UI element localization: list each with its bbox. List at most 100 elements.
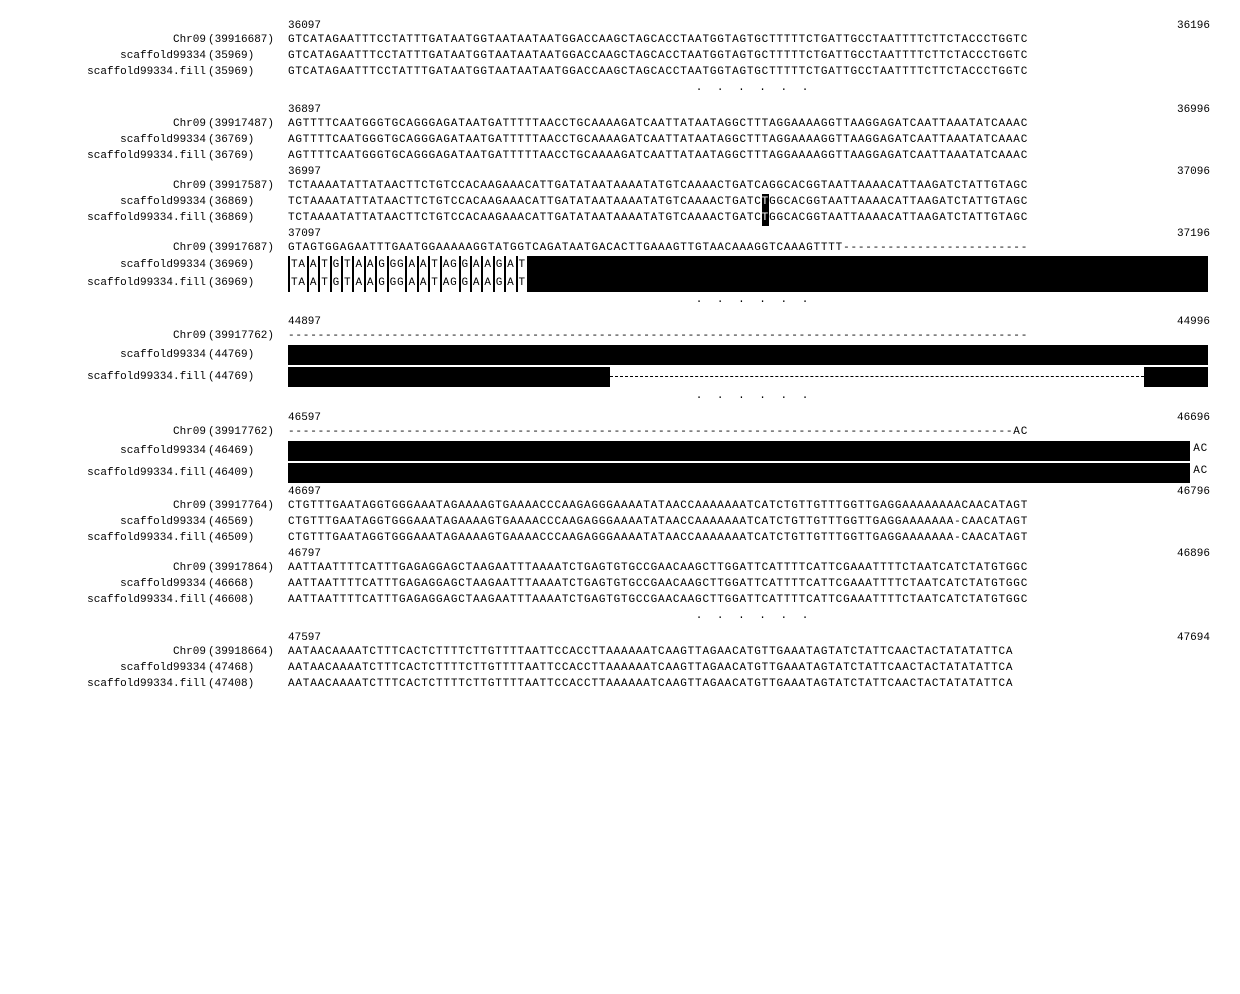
- pos-right: 37096: [344, 166, 1220, 178]
- sequence-text: CTGTTTGAATAGGTGGGAAATAGAAAAGTGAAAACCCAAG…: [288, 498, 1028, 514]
- sequence-text: AATAACAAAATCTTTCACTCTTTTCTTGTTTTAATTCCAC…: [288, 676, 1013, 692]
- track-coord: (39917587): [208, 180, 288, 192]
- sequence-text: CTGTTTGAATAGGTGGGAAATAGAAAAGTGAAAACCCAAG…: [288, 530, 1028, 546]
- seq-suffix: AC: [1193, 443, 1208, 455]
- gap-bar: [288, 345, 1208, 365]
- sequence-row: scaffold99334.fill(36969) TA A T G T A A…: [20, 274, 1220, 292]
- track-label: scaffold99334.fill: [20, 66, 208, 78]
- pos-right: 37196: [344, 228, 1220, 240]
- track-label: scaffold99334.fill: [20, 150, 208, 162]
- position-ruler: 3699737096: [20, 166, 1220, 178]
- pos-left: 46797: [288, 548, 344, 560]
- track-coord: (36969): [208, 259, 288, 271]
- sequence-row: scaffold99334(46668)AATTAATTTTCATTTGAGAG…: [20, 576, 1220, 592]
- track-coord: (39917762): [208, 426, 288, 438]
- track-coord: (39917764): [208, 500, 288, 512]
- track-coord: (46608): [208, 594, 288, 606]
- sequence-text: AATTAATTTTCATTTGAGAGGAGCTAAGAATTTAAAATCT…: [288, 560, 1028, 576]
- pos-left: 36897: [288, 104, 344, 116]
- position-ruler: 3689736996: [20, 104, 1220, 116]
- track-coord: (46469): [208, 445, 288, 457]
- sequence-row: Chr09(39917762)-------------------------…: [20, 328, 1220, 344]
- sequence-text: AGTTTTCAATGGGTGCAGGGAGATAATGATTTTTAACCTG…: [288, 148, 1028, 164]
- track-coord: (46509): [208, 532, 288, 544]
- track-label: Chr09: [20, 562, 208, 574]
- track-label: scaffold99334: [20, 516, 208, 528]
- sequence-row: Chr09(39917762)-------------------------…: [20, 424, 1220, 440]
- track-label: scaffold99334: [20, 50, 208, 62]
- alignment-block: 4669746796Chr09(39917764)CTGTTTGAATAGGTG…: [20, 486, 1220, 546]
- gap-bar: [288, 367, 1208, 387]
- track-label: scaffold99334.fill: [20, 277, 208, 289]
- pos-left: 36997: [288, 166, 344, 178]
- sequence-row: scaffold99334.fill(46409)AC: [20, 462, 1220, 484]
- track-coord: (46668): [208, 578, 288, 590]
- track-coord: (46409): [208, 467, 288, 479]
- pos-left: 46597: [288, 412, 344, 424]
- pos-right: 44996: [344, 316, 1220, 328]
- sequence-row: Chr09(39918664)AATAACAAAATCTTTCACTCTTTTC…: [20, 644, 1220, 660]
- pos-left: 47597: [288, 632, 344, 644]
- track-label: Chr09: [20, 426, 208, 438]
- gap-bar: AC: [288, 441, 1208, 461]
- pos-right: 36196: [344, 20, 1220, 32]
- sequence-row: Chr09(39917687)GTAGTGGAGAATTTGAATGGAAAAA…: [20, 240, 1220, 256]
- sequence-row: scaffold99334(46569)CTGTTTGAATAGGTGGGAAA…: [20, 514, 1220, 530]
- track-label: Chr09: [20, 242, 208, 254]
- pos-right: 46696: [344, 412, 1220, 424]
- track-coord: (39917762): [208, 330, 288, 342]
- sequence-text: GTCATAGAATTTCCTATTTGATAATGGTAATAATAATGGA…: [288, 48, 1028, 64]
- ellipsis-marker: . . . . . .: [20, 610, 1220, 622]
- alignment-block: 4679746896Chr09(39917864)AATTAATTTTCATTT…: [20, 548, 1220, 608]
- sequence-row: scaffold99334(44769): [20, 344, 1220, 366]
- track-label: scaffold99334: [20, 445, 208, 457]
- track-coord: (39917487): [208, 118, 288, 130]
- track-coord: (35969): [208, 66, 288, 78]
- track-label: scaffold99334.fill: [20, 371, 208, 383]
- track-coord: (44769): [208, 349, 288, 361]
- pos-right: 36996: [344, 104, 1220, 116]
- track-coord: (44769): [208, 371, 288, 383]
- track-coord: (39917687): [208, 242, 288, 254]
- sequence-text: AATTAATTTTCATTTGAGAGGAGCTAAGAATTTAAAATCT…: [288, 592, 1028, 608]
- sequence-text: ----------------------------------------…: [288, 424, 1028, 440]
- sequence-row: scaffold99334.fill(46608)AATTAATTTTCATTT…: [20, 592, 1220, 608]
- sequence-text: ----------------------------------------…: [288, 328, 1028, 344]
- sequence-row: scaffold99334(46469) AC: [20, 440, 1220, 462]
- ellipsis-marker: . . . . . .: [20, 82, 1220, 94]
- track-label: scaffold99334: [20, 578, 208, 590]
- sequence-row: scaffold99334(47468)AATAACAAAATCTTTCACTC…: [20, 660, 1220, 676]
- position-ruler: 4489744996: [20, 316, 1220, 328]
- track-label: scaffold99334.fill: [20, 678, 208, 690]
- sequence-text: AATTAATTTTCATTTGAGAGGAGCTAAGAATTTAAAATCT…: [288, 576, 1028, 592]
- sequence-text: GTCATAGAATTTCCTATTTGATAATGGTAATAATAATGGA…: [288, 32, 1028, 48]
- sequence-row: scaffold99334.fill(44769): [20, 366, 1220, 388]
- sequence-row: Chr09(39917487)AGTTTTCAATGGGTGCAGGGAGATA…: [20, 116, 1220, 132]
- alignment-block: 4489744996Chr09(39917762)---------------…: [20, 316, 1220, 388]
- sequence-row: scaffold99334.fill(46509)CTGTTTGAATAGGTG…: [20, 530, 1220, 546]
- pos-left: 44897: [288, 316, 344, 328]
- track-coord: (36869): [208, 196, 288, 208]
- track-coord: (39918664): [208, 646, 288, 658]
- sequence-row: scaffold99334(36869)TCTAAAATATTATAACTTCT…: [20, 194, 1220, 210]
- track-coord: (36769): [208, 134, 288, 146]
- track-label: scaffold99334.fill: [20, 594, 208, 606]
- gap-bar: AC: [288, 463, 1208, 483]
- sequence-row: Chr09(39916687)GTCATAGAATTTCCTATTTGATAAT…: [20, 32, 1220, 48]
- track-label: Chr09: [20, 330, 208, 342]
- alignment-block: 3689736996Chr09(39917487)AGTTTTCAATGGGTG…: [20, 104, 1220, 164]
- sequence-text: GTAGTGGAGAATTTGAATGGAAAAAGGTATGGTCAGATAA…: [288, 240, 1028, 256]
- sequence-row: scaffold99334(35969)GTCATAGAATTTCCTATTTG…: [20, 48, 1220, 64]
- pos-left: 36097: [288, 20, 344, 32]
- sequence-row: Chr09(39917587)TCTAAAATATTATAACTTCTGTCCA…: [20, 178, 1220, 194]
- track-coord: (36769): [208, 150, 288, 162]
- alignment-figure: 3609736196Chr09(39916687)GTCATAGAATTTCCT…: [20, 20, 1220, 692]
- pos-right: 46796: [344, 486, 1220, 498]
- ellipsis-marker: . . . . . .: [20, 390, 1220, 402]
- sequence-text: AGTTTTCAATGGGTGCAGGGAGATAATGATTTTTAACCTG…: [288, 132, 1028, 148]
- track-label: scaffold99334: [20, 259, 208, 271]
- track-label: scaffold99334: [20, 349, 208, 361]
- position-ruler: 3609736196: [20, 20, 1220, 32]
- sequence-text: GTCATAGAATTTCCTATTTGATAATGGTAATAATAATGGA…: [288, 64, 1028, 80]
- mismatch-sequence: TA A T G T A A G GG A A T AG G A A G A T: [288, 274, 1208, 292]
